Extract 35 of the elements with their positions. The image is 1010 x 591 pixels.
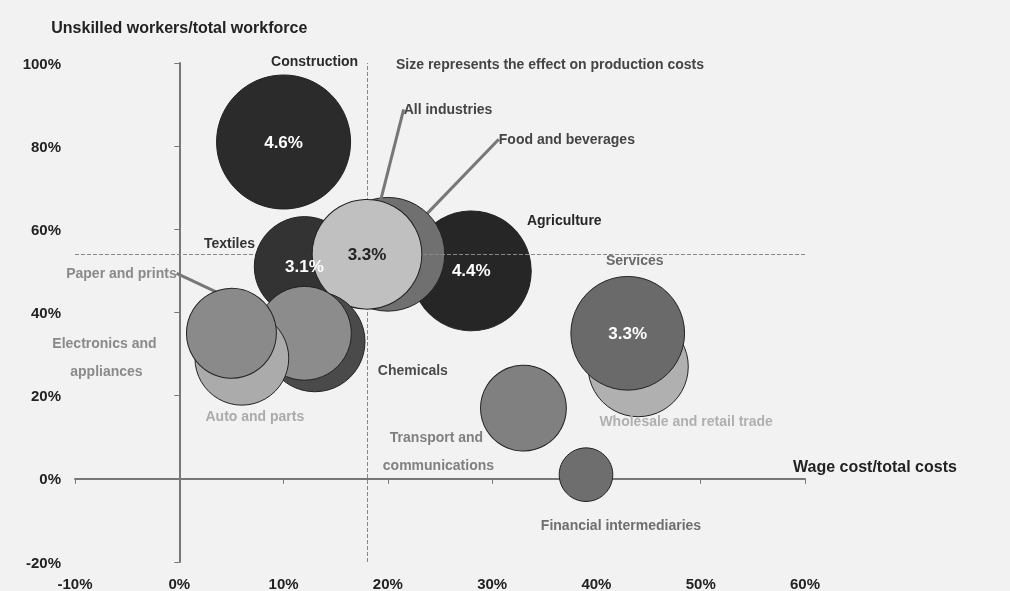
text: Financial intermediaries <box>540 516 702 533</box>
text: Electronics and appliances <box>52 335 161 380</box>
text: Food and beverages <box>498 131 636 148</box>
text: All industries <box>403 101 493 118</box>
series-label: Agriculture <box>526 211 602 228</box>
y-axis-title: Unskilled workers/total workforce <box>51 18 308 36</box>
annotation: 4.4% <box>451 261 491 281</box>
series-label: Transport and communications <box>382 429 495 474</box>
series-label: Construction <box>271 53 359 70</box>
x-tick-label: 40% <box>581 575 612 591</box>
annotation: 3.3% <box>608 323 648 343</box>
x-tick-label: 0% <box>168 575 191 591</box>
x-tick-label: 60% <box>789 575 821 591</box>
annotation: 3.3% <box>347 244 387 264</box>
y-tick-label: 0% <box>39 470 61 488</box>
y-tick-label: 40% <box>30 304 61 321</box>
series-label: Services <box>605 252 664 269</box>
y-tick-label: 100% <box>22 54 61 72</box>
text: Paper and prints <box>66 265 177 282</box>
x-tick-label: 20% <box>372 575 403 591</box>
annotation: Size represents the effect on production costs <box>396 56 705 72</box>
x-tick-label: -10% <box>57 575 93 591</box>
y-tick-label: 60% <box>30 220 61 238</box>
series-label: Auto and parts <box>205 408 305 425</box>
annotation: 4.6% <box>264 132 303 152</box>
y-tick-label: 80% <box>30 137 61 155</box>
series-label: Chemicals <box>377 361 449 378</box>
series-label: Wholesale and retail trade <box>599 412 774 429</box>
x-tick-label: 30% <box>477 575 508 591</box>
x-axis-title: Wage cost/total costs <box>793 458 957 476</box>
series-label: Textiles <box>203 234 256 251</box>
y-tick-label: -20% <box>25 553 61 571</box>
x-tick-label: 50% <box>685 575 716 591</box>
y-tick-label: 20% <box>30 387 61 405</box>
x-tick-label: 10% <box>268 575 299 591</box>
